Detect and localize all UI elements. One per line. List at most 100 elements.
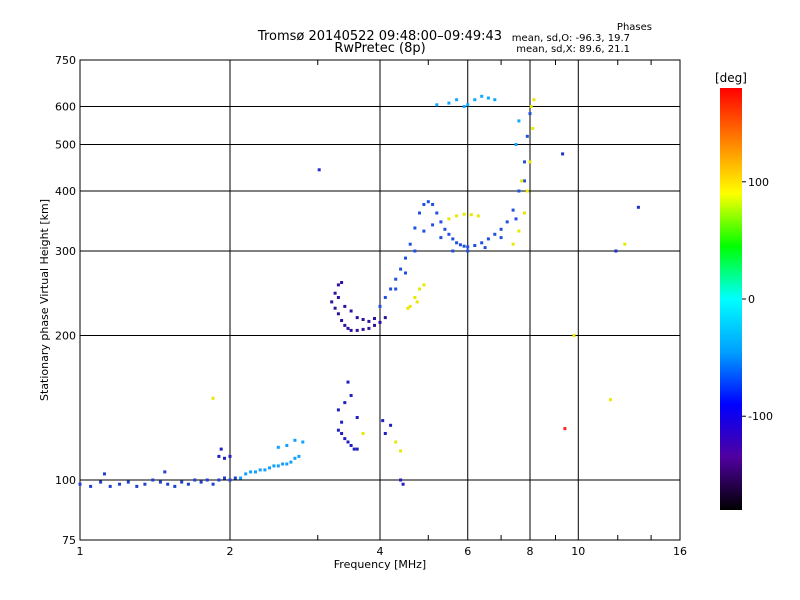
phase-stats-heading: Phases bbox=[616, 22, 652, 33]
colorbar-tick-label: 100 bbox=[748, 176, 769, 189]
data-point bbox=[458, 243, 462, 247]
data-point bbox=[272, 464, 276, 468]
data-point bbox=[413, 296, 417, 299]
data-point bbox=[561, 152, 565, 156]
chart-title: Tromsø 20140522 09:48:00–09:49:43 bbox=[257, 29, 503, 44]
data-point bbox=[455, 214, 459, 218]
x-tick-label: 4 bbox=[377, 545, 384, 558]
data-point bbox=[258, 468, 262, 472]
data-point bbox=[435, 103, 439, 107]
data-point bbox=[415, 300, 419, 304]
data-point bbox=[418, 211, 421, 215]
data-point bbox=[462, 244, 466, 248]
data-point bbox=[486, 96, 490, 100]
data-point bbox=[466, 249, 470, 253]
data-point bbox=[293, 438, 297, 442]
data-point bbox=[163, 470, 167, 474]
y-tick-label: 200 bbox=[55, 330, 76, 343]
data-point bbox=[281, 462, 285, 466]
data-point bbox=[383, 432, 387, 435]
data-point bbox=[523, 160, 526, 164]
data-point bbox=[381, 419, 385, 423]
colorbar bbox=[720, 88, 742, 510]
data-point bbox=[193, 478, 197, 482]
data-point bbox=[473, 244, 477, 247]
data-point bbox=[383, 296, 387, 299]
data-point bbox=[340, 319, 344, 322]
data-point bbox=[143, 482, 147, 486]
data-point bbox=[233, 476, 237, 480]
data-point bbox=[285, 462, 289, 466]
data-point bbox=[476, 214, 480, 218]
data-point bbox=[349, 394, 353, 397]
y-axis-label: Stationary phase Virtual Height [km] bbox=[38, 199, 51, 401]
data-point bbox=[343, 323, 347, 327]
data-point bbox=[435, 211, 439, 215]
data-point bbox=[219, 447, 223, 451]
data-point bbox=[486, 237, 490, 241]
data-point bbox=[636, 205, 640, 209]
data-point bbox=[517, 229, 521, 233]
data-point bbox=[523, 179, 526, 183]
data-point bbox=[439, 220, 443, 224]
data-point bbox=[404, 271, 407, 275]
data-point bbox=[383, 316, 387, 320]
data-point bbox=[367, 319, 371, 323]
data-point bbox=[346, 326, 350, 330]
y-tick-label: 600 bbox=[55, 101, 76, 114]
data-point bbox=[135, 484, 139, 488]
data-point bbox=[447, 101, 451, 105]
data-point bbox=[389, 287, 393, 291]
y-tick-label: 400 bbox=[55, 185, 76, 198]
data-point bbox=[525, 189, 529, 193]
data-point bbox=[431, 203, 435, 206]
data-point bbox=[455, 241, 459, 245]
data-point bbox=[422, 229, 426, 233]
data-point bbox=[349, 309, 353, 313]
data-point bbox=[346, 380, 350, 384]
data-point bbox=[520, 179, 524, 183]
data-point bbox=[217, 454, 221, 458]
data-point bbox=[511, 242, 515, 246]
data-point bbox=[514, 143, 518, 146]
data-point bbox=[343, 304, 347, 308]
data-point bbox=[333, 306, 337, 310]
data-point bbox=[99, 480, 103, 484]
data-point bbox=[480, 94, 484, 98]
data-point bbox=[118, 482, 121, 486]
data-point bbox=[336, 428, 340, 432]
data-point bbox=[394, 440, 398, 444]
data-point bbox=[499, 227, 503, 231]
data-point bbox=[517, 119, 521, 123]
data-point bbox=[422, 203, 426, 206]
data-point bbox=[367, 326, 371, 330]
data-point bbox=[349, 328, 353, 332]
data-point bbox=[151, 478, 155, 482]
data-point bbox=[239, 476, 243, 480]
data-point bbox=[517, 189, 521, 193]
data-point bbox=[223, 476, 226, 480]
data-point bbox=[404, 256, 407, 260]
data-point bbox=[378, 320, 382, 324]
data-point bbox=[355, 328, 359, 332]
data-point bbox=[244, 472, 248, 476]
data-point bbox=[462, 105, 466, 108]
x-tick-label: 1 bbox=[77, 545, 84, 558]
data-point bbox=[293, 456, 297, 460]
data-point bbox=[361, 327, 365, 331]
data-point bbox=[451, 249, 455, 253]
data-point bbox=[483, 246, 487, 250]
x-tick-label: 2 bbox=[227, 545, 234, 558]
data-point bbox=[228, 454, 232, 458]
data-point bbox=[276, 445, 280, 449]
data-point bbox=[186, 482, 190, 486]
data-point bbox=[528, 160, 532, 164]
data-point bbox=[361, 318, 365, 321]
data-point bbox=[276, 464, 280, 468]
data-point bbox=[343, 437, 347, 441]
data-point bbox=[211, 396, 215, 400]
y-tick-label: 500 bbox=[55, 139, 76, 152]
data-point bbox=[572, 334, 576, 337]
x-tick-label: 6 bbox=[464, 545, 471, 558]
